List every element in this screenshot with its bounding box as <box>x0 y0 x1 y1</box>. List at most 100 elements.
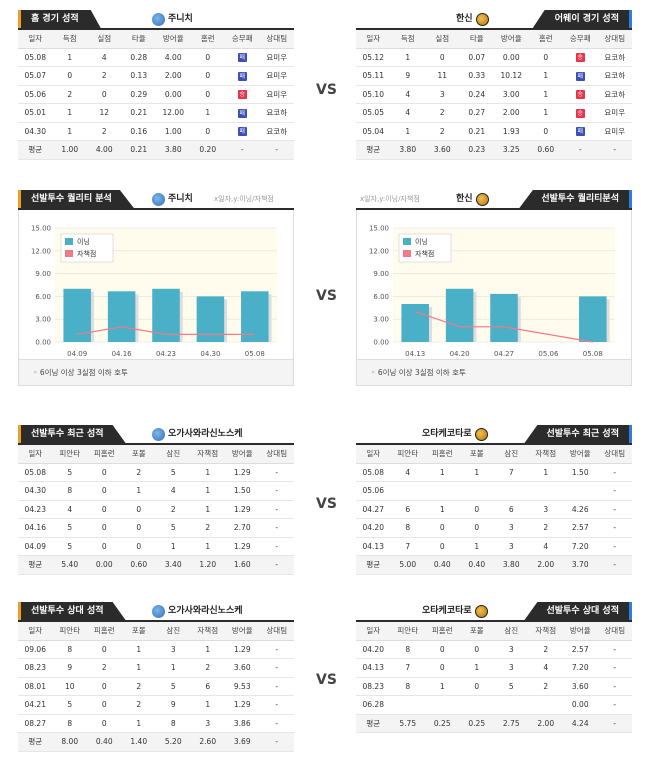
table-cell: 0 <box>528 48 563 67</box>
x-tick-label: 04.20 <box>450 350 470 358</box>
table-cell: 1 <box>528 66 563 86</box>
average-cell: 5.40 <box>52 555 87 575</box>
table-cell: 8 <box>52 640 87 659</box>
table-cell: 0 <box>190 48 225 67</box>
x-tick-label: 04.23 <box>156 350 176 358</box>
table-row: 04.13 7 0 1 3 4 7.20- <box>356 658 632 678</box>
result-badge: 패 <box>575 127 585 137</box>
column-header: 방어율 <box>494 30 529 49</box>
average-cell: 3.80 <box>494 555 529 575</box>
average-cell: 1.40 <box>121 732 156 752</box>
table-cell: 0 <box>87 714 122 733</box>
quality-right-chart: 0.00 3.00 6.00 9.00 12.00 15.00 04.13 04.20 04.2… <box>356 210 632 360</box>
recent-right-tab: 선발투수 최근 성적 <box>524 425 632 443</box>
table-cell: 04.23 <box>18 500 53 519</box>
quality-right-panel: x일자,y:이닝/자책점 한신 선발투수 퀄리티분석 0.00 3.00 6.00 9… <box>356 190 632 386</box>
table-row: 05.12 1 0 0.07 0.00 0 승 요코하 <box>356 48 632 67</box>
column-header: 상대팀 <box>259 445 294 464</box>
table-cell: 0.07 <box>459 48 494 67</box>
table-cell <box>425 481 460 501</box>
table-cell: 1.50 <box>563 463 598 482</box>
column-header: 자책점 <box>528 445 563 464</box>
average-row: 평균 5.40 0.00 0.60 3.40 1.20 1.60- <box>18 555 294 575</box>
table-cell: 0.00 <box>156 85 191 104</box>
table-cell: 5 <box>52 695 87 715</box>
table-row: 05.01 1 12 0.21 12.00 1 패 요코하 <box>18 103 294 123</box>
vs-right-panel: 오타케코타로 선발투수 상대 성적 일자 피안타 피홈런 포볼 삼진 자책점 방어율 상대팀 0… <box>356 602 632 733</box>
table-cell: 1 <box>459 658 494 678</box>
table-cell: 11 <box>425 66 460 86</box>
column-header: 득점 <box>390 30 425 49</box>
table-cell: 1 <box>425 500 460 519</box>
table-cell: 2.57 <box>563 640 598 659</box>
table-cell: 1 <box>390 122 425 141</box>
table-cell: 1 <box>528 85 563 104</box>
table-cell: 0.00 <box>494 48 529 67</box>
average-cell: 5.00 <box>390 555 425 575</box>
average-cell: 0.40 <box>87 732 122 752</box>
pitcher-quality-chart-right: 0.00 3.00 6.00 9.00 12.00 15.00 04.13 04.20 04.2… <box>369 225 615 358</box>
table-cell: - <box>597 658 632 678</box>
innings-bar <box>579 296 607 342</box>
table-cell: 2 <box>87 658 122 678</box>
table-cell: 1 <box>156 658 191 678</box>
table-cell: 3 <box>494 518 529 538</box>
column-header: 상대팀 <box>597 622 632 641</box>
table-cell: 3.60 <box>563 677 598 696</box>
column-header: 일자 <box>18 445 53 464</box>
table-cell: 2 <box>528 640 563 659</box>
table-cell: - <box>259 677 294 696</box>
average-cell: 평균 <box>18 555 53 575</box>
table-cell: 5 <box>156 518 191 538</box>
y-tick-label: 12.00 <box>369 247 389 255</box>
average-cell: - <box>259 140 294 160</box>
table-cell: 0 <box>121 500 156 519</box>
away-record-tab: 어웨이 경기 성적 <box>532 10 632 28</box>
recent-left-panel: 선발투수 최근 성적 오가사와라신노스케 일자 피안타 피홈런 포볼 삼진 자책점 방어율 상… <box>18 425 294 575</box>
y-tick-label: 6.00 <box>373 293 389 301</box>
table-cell: - <box>597 537 632 556</box>
table-cell: 1.00 <box>156 122 191 141</box>
chunichi-logo-icon <box>152 192 165 206</box>
legend-label-earned-runs: 자책점 <box>77 249 96 258</box>
table-cell: 04.21 <box>18 695 53 715</box>
y-tick-label: 0.00 <box>373 339 389 347</box>
legend-swatch-earned-runs <box>403 250 411 257</box>
hanshin-logo-icon <box>474 604 488 618</box>
table-cell: 0 <box>190 66 225 86</box>
average-row: 평균 8.00 0.40 1.40 5.20 2.60 3.69- <box>18 732 294 752</box>
average-cell: 평균 <box>18 732 53 752</box>
vs-left-table: 일자 피안타 피홈런 포볼 삼진 자책점 방어율 상대팀 09.06 8 0 1 3 1 1.29-08.2… <box>18 622 294 752</box>
table-row: 05.07 0 2 0.13 2.00 0 패 요미우 <box>18 66 294 86</box>
table-cell: 05.06 <box>356 481 391 501</box>
table-row: 04.30 1 2 0.16 1.00 0 패 요코하 <box>18 122 294 141</box>
column-header: 일자 <box>356 622 391 641</box>
table-cell: 2 <box>425 103 460 123</box>
average-cell: - <box>563 140 598 160</box>
table-cell: - <box>259 537 294 556</box>
table-row: 05.08 4 1 1 7 1 1.50- <box>356 463 632 482</box>
table-cell: 3 <box>494 640 529 659</box>
table-cell: 05.11 <box>356 66 391 86</box>
vs-right-table: 일자 피안타 피홈런 포볼 삼진 자책점 방어율 상대팀 04.20 8 0 0 3 2 2.57-04.1… <box>356 622 632 733</box>
table-cell: 9 <box>390 66 425 86</box>
y-tick-label: 0.00 <box>35 339 51 347</box>
table-cell: 5 <box>52 518 87 538</box>
average-cell: - <box>597 714 632 733</box>
column-header: 자책점 <box>190 622 225 641</box>
table-cell: 2 <box>121 463 156 482</box>
table-cell: 7 <box>390 658 425 678</box>
table-cell: 0 <box>121 537 156 556</box>
table-cell: 1.29 <box>225 463 260 482</box>
table-cell: 8 <box>390 518 425 538</box>
innings-bar <box>401 304 429 342</box>
table-cell: 1 <box>52 103 87 123</box>
table-cell: 1 <box>190 500 225 519</box>
column-header: 방어율 <box>156 30 191 49</box>
table-cell: 1 <box>190 640 225 659</box>
table-row: 04.21 5 0 2 9 1 1.29- <box>18 695 294 715</box>
column-header: 피홈런 <box>425 445 460 464</box>
table-row: 04.20 8 0 0 3 2 2.57- <box>356 518 632 538</box>
table-cell: 1.29 <box>225 537 260 556</box>
column-header: 피홈런 <box>87 445 122 464</box>
